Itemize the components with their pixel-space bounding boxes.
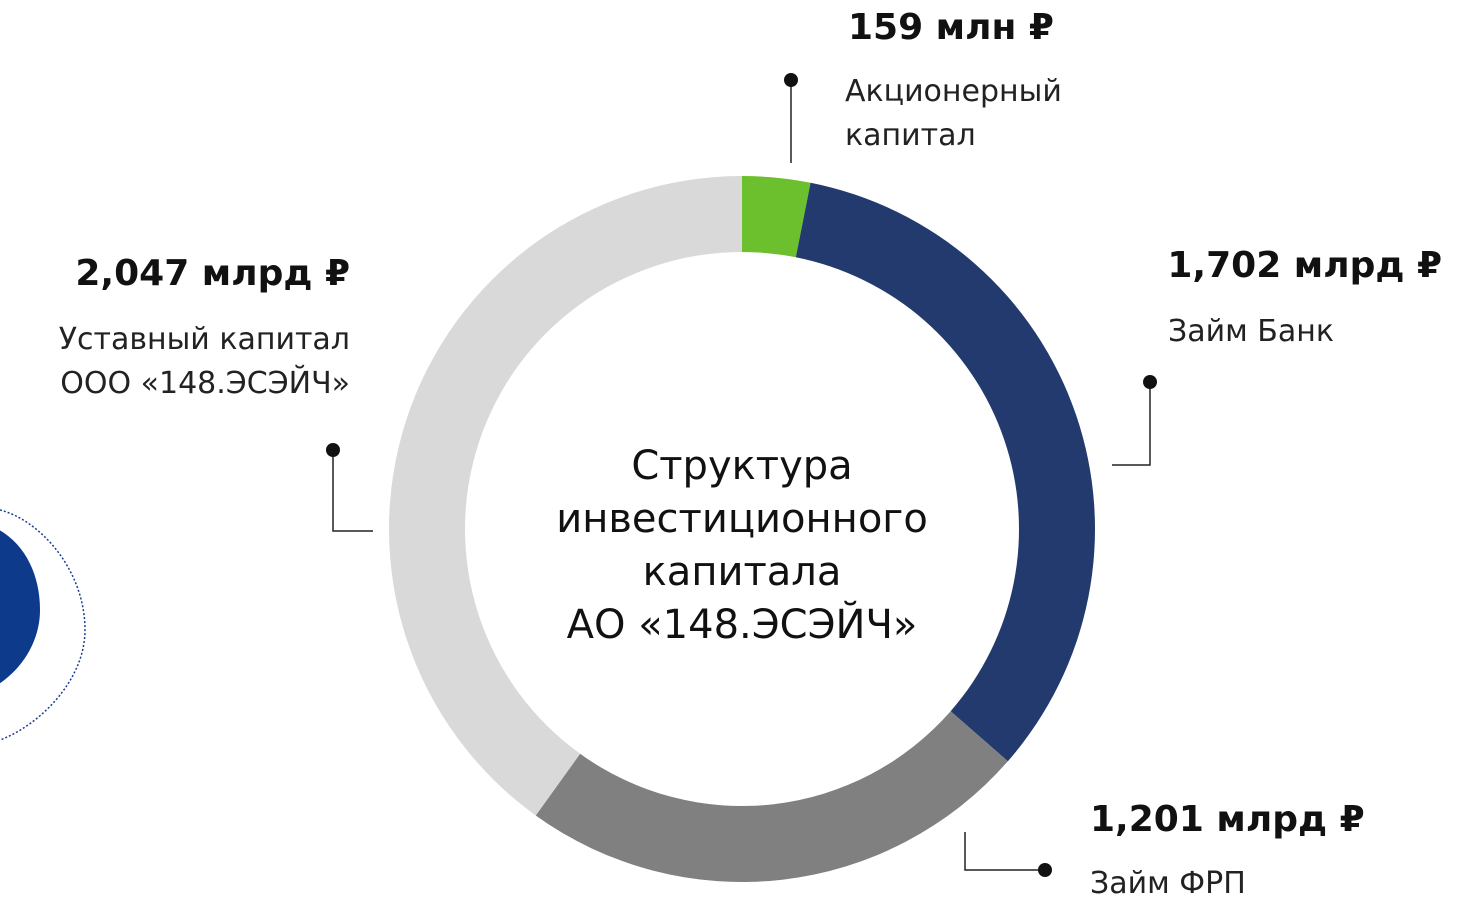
category-label: Займ Банк: [1168, 314, 1334, 349]
leaders: [332, 80, 1151, 871]
leader-dot: [784, 73, 798, 87]
value-label: 1,201 млрд ₽: [1090, 799, 1365, 840]
donut-segment: [742, 176, 811, 258]
donut-segment: [389, 176, 742, 816]
donut-segment: [795, 182, 1096, 762]
value-label: 1,702 млрд ₽: [1167, 245, 1442, 286]
decor-outline: [0, 509, 86, 741]
decor-shape: [0, 530, 40, 684]
leader-dots: [326, 73, 1157, 877]
leader-line: [1112, 382, 1151, 466]
donut-segment: [535, 711, 1008, 883]
category-label: Займ ФРП: [1090, 866, 1246, 901]
chart-title: Структура инвестиционного капитала АО «1…: [556, 443, 928, 648]
leader-line: [964, 832, 1045, 871]
category-label: Акционерный капитал: [845, 74, 1062, 153]
leader-dot: [1143, 375, 1157, 389]
leader-line: [332, 450, 373, 532]
leader-dot: [326, 443, 340, 457]
value-label: 159 млн ₽: [848, 7, 1054, 48]
category-label: Уставный капитал ООО «148.ЭСЭЙЧ»: [58, 322, 350, 401]
value-label: 2,047 млрд ₽: [75, 253, 350, 294]
leader-dot: [1038, 863, 1052, 877]
